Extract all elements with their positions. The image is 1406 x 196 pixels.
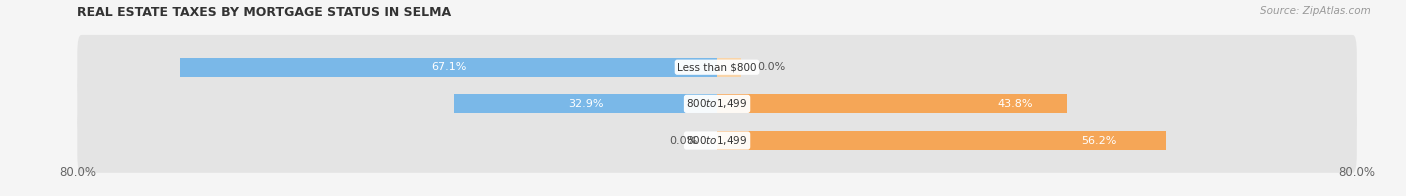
Text: 0.0%: 0.0%	[669, 136, 697, 146]
FancyBboxPatch shape	[77, 108, 1357, 173]
Bar	[454, 94, 717, 113]
Text: 32.9%: 32.9%	[568, 99, 603, 109]
Bar	[180, 58, 717, 77]
Bar	[717, 131, 1167, 150]
Text: Less than $800: Less than $800	[678, 62, 756, 72]
Text: 56.2%: 56.2%	[1081, 136, 1116, 146]
Text: $800 to $1,499: $800 to $1,499	[686, 97, 748, 110]
Text: 43.8%: 43.8%	[997, 99, 1032, 109]
Text: $800 to $1,499: $800 to $1,499	[686, 134, 748, 147]
Text: REAL ESTATE TAXES BY MORTGAGE STATUS IN SELMA: REAL ESTATE TAXES BY MORTGAGE STATUS IN …	[77, 6, 451, 19]
Bar	[717, 58, 741, 77]
Text: 0.0%: 0.0%	[756, 62, 786, 72]
Bar	[717, 94, 1067, 113]
FancyBboxPatch shape	[77, 35, 1357, 100]
Text: Source: ZipAtlas.com: Source: ZipAtlas.com	[1260, 6, 1371, 16]
Text: 67.1%: 67.1%	[432, 62, 467, 72]
FancyBboxPatch shape	[77, 72, 1357, 136]
